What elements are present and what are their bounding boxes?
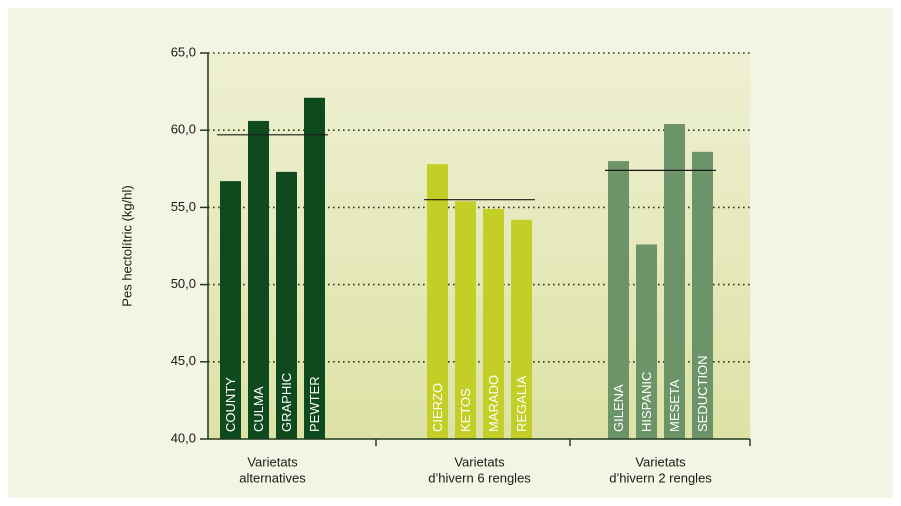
group-label: Varietats (454, 454, 505, 469)
group-label: alternatives (239, 470, 306, 485)
bar-label: COUNTY (223, 377, 238, 432)
bar-label: CULMA (251, 386, 266, 432)
bar (276, 171, 297, 439)
bar-label: GILENA (611, 384, 626, 432)
bar-label: GRAPHIC (279, 373, 294, 432)
bar (692, 151, 713, 440)
bar (248, 120, 269, 439)
y-tick-label: 45,0 (171, 353, 196, 368)
group-label: Varietats (635, 454, 686, 469)
y-tick-label: 65,0 (171, 44, 196, 59)
bar-label: MARADO (486, 375, 501, 432)
bar (483, 208, 504, 439)
y-tick-label: 55,0 (171, 199, 196, 214)
bar-label: KETOS (458, 388, 473, 432)
bar (664, 124, 685, 440)
bar-label: CIERZO (430, 383, 445, 432)
y-tick-label: 60,0 (171, 122, 196, 137)
group-label: d’hivern 6 rengles (428, 470, 531, 485)
bar (636, 244, 657, 439)
bar-label: PEWTER (307, 376, 322, 432)
bar (455, 201, 476, 439)
marks: COUNTY CULMA GRAPHIC PEWTER CIERZO KETOS MARAD… (217, 97, 716, 440)
bar-label: HISPANIC (639, 372, 654, 432)
group-label: d’hivern 2 rengles (609, 470, 712, 485)
group-label: Varietats (247, 454, 298, 469)
bar-label: SEDUCTION (695, 355, 710, 432)
bar (511, 219, 532, 439)
bar (220, 181, 241, 440)
y-tick-label: 40,0 (171, 430, 196, 445)
y-tick-label: 50,0 (171, 276, 196, 291)
bar (427, 164, 448, 439)
bar-label: MESETA (667, 379, 682, 432)
bar (608, 161, 629, 439)
y-axis-label: Pes hectolítric (kg/hl) (119, 185, 134, 306)
grid (200, 52, 750, 440)
bar (304, 97, 325, 439)
plot-area (208, 53, 750, 439)
bar-label: REGALIA (514, 375, 529, 432)
